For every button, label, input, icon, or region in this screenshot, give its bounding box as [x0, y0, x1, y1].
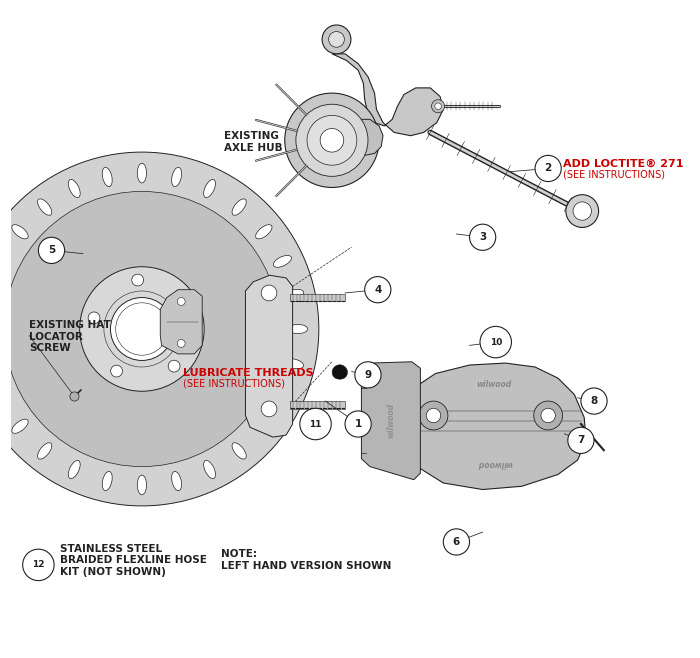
Circle shape: [177, 340, 186, 347]
Circle shape: [573, 202, 592, 220]
Circle shape: [4, 191, 279, 467]
Ellipse shape: [102, 167, 112, 187]
Ellipse shape: [204, 180, 216, 197]
Text: EXISTING HAT
LOCATOR
SCREW: EXISTING HAT LOCATOR SCREW: [29, 320, 111, 353]
Ellipse shape: [137, 163, 146, 183]
Circle shape: [307, 115, 357, 165]
Circle shape: [541, 408, 555, 422]
Circle shape: [300, 408, 331, 440]
Circle shape: [345, 411, 371, 437]
Circle shape: [132, 274, 144, 286]
Ellipse shape: [273, 255, 291, 267]
Circle shape: [355, 362, 381, 388]
Polygon shape: [160, 290, 202, 354]
Circle shape: [535, 155, 561, 182]
Circle shape: [296, 104, 368, 176]
Polygon shape: [246, 275, 293, 437]
Circle shape: [0, 152, 318, 506]
Ellipse shape: [172, 167, 181, 187]
Circle shape: [261, 285, 277, 301]
Text: 11: 11: [309, 420, 322, 428]
Polygon shape: [361, 362, 421, 480]
Ellipse shape: [256, 419, 272, 434]
Text: 8: 8: [590, 396, 598, 406]
Circle shape: [320, 128, 344, 152]
Text: wilwood: wilwood: [477, 459, 512, 468]
Circle shape: [443, 529, 470, 555]
Ellipse shape: [69, 461, 81, 478]
Text: EXISTING
AXLE HUB: EXISTING AXLE HUB: [224, 132, 283, 153]
Text: (SEE INSTRUCTIONS): (SEE INSTRUCTIONS): [564, 169, 665, 180]
Circle shape: [181, 304, 193, 316]
Text: 12: 12: [32, 561, 45, 569]
Polygon shape: [400, 363, 586, 490]
Ellipse shape: [102, 471, 112, 491]
Ellipse shape: [0, 391, 10, 403]
Ellipse shape: [284, 359, 304, 368]
Circle shape: [435, 103, 442, 109]
Ellipse shape: [69, 180, 81, 197]
Text: 5: 5: [48, 245, 55, 255]
Ellipse shape: [232, 199, 246, 215]
Circle shape: [168, 360, 180, 372]
Circle shape: [568, 427, 594, 453]
Ellipse shape: [12, 224, 28, 239]
Circle shape: [365, 276, 391, 303]
Circle shape: [426, 408, 441, 422]
Circle shape: [177, 297, 186, 305]
Text: (SEE INSTRUCTIONS): (SEE INSTRUCTIONS): [183, 378, 285, 388]
Circle shape: [70, 392, 79, 401]
Text: 1: 1: [354, 419, 362, 429]
Circle shape: [261, 401, 277, 417]
Ellipse shape: [256, 224, 272, 239]
Circle shape: [80, 266, 204, 392]
Circle shape: [111, 365, 122, 377]
Ellipse shape: [273, 391, 291, 403]
Ellipse shape: [204, 461, 216, 478]
Text: 9: 9: [365, 370, 372, 380]
Text: wilwood: wilwood: [386, 403, 395, 438]
Circle shape: [329, 32, 344, 47]
Ellipse shape: [284, 290, 304, 299]
Ellipse shape: [232, 443, 246, 459]
Ellipse shape: [137, 475, 146, 495]
Circle shape: [581, 388, 607, 414]
Circle shape: [566, 195, 598, 228]
Polygon shape: [351, 119, 383, 155]
Ellipse shape: [38, 199, 52, 215]
Circle shape: [431, 99, 444, 113]
Circle shape: [419, 401, 448, 430]
Ellipse shape: [172, 471, 181, 491]
Ellipse shape: [288, 324, 308, 334]
Circle shape: [533, 401, 563, 430]
Bar: [290, 401, 345, 409]
Circle shape: [111, 297, 174, 361]
Text: 2: 2: [545, 163, 552, 174]
Text: wilwood: wilwood: [477, 380, 512, 389]
Ellipse shape: [38, 443, 52, 459]
Ellipse shape: [0, 255, 10, 267]
Bar: [290, 293, 345, 301]
Text: STAINLESS STEEL
BRAIDED FLEXLINE HOSE
KIT (NOT SHOWN): STAINLESS STEEL BRAIDED FLEXLINE HOSE KI…: [60, 544, 207, 577]
Circle shape: [22, 549, 54, 580]
Ellipse shape: [12, 419, 28, 434]
Circle shape: [322, 25, 351, 54]
Circle shape: [88, 312, 100, 324]
Text: 10: 10: [489, 338, 502, 347]
Text: 3: 3: [479, 232, 486, 242]
Circle shape: [285, 93, 379, 188]
Circle shape: [470, 224, 496, 251]
Text: 7: 7: [578, 436, 584, 445]
Text: LUBRICATE THREADS: LUBRICATE THREADS: [183, 368, 314, 378]
Text: ADD LOCTITE® 271: ADD LOCTITE® 271: [564, 159, 684, 169]
Circle shape: [38, 238, 64, 263]
Polygon shape: [332, 54, 443, 136]
Text: 4: 4: [374, 285, 382, 295]
Polygon shape: [332, 365, 347, 379]
Circle shape: [480, 326, 512, 358]
Text: 6: 6: [453, 537, 460, 547]
Text: NOTE:
LEFT HAND VERSION SHOWN: NOTE: LEFT HAND VERSION SHOWN: [220, 549, 391, 571]
